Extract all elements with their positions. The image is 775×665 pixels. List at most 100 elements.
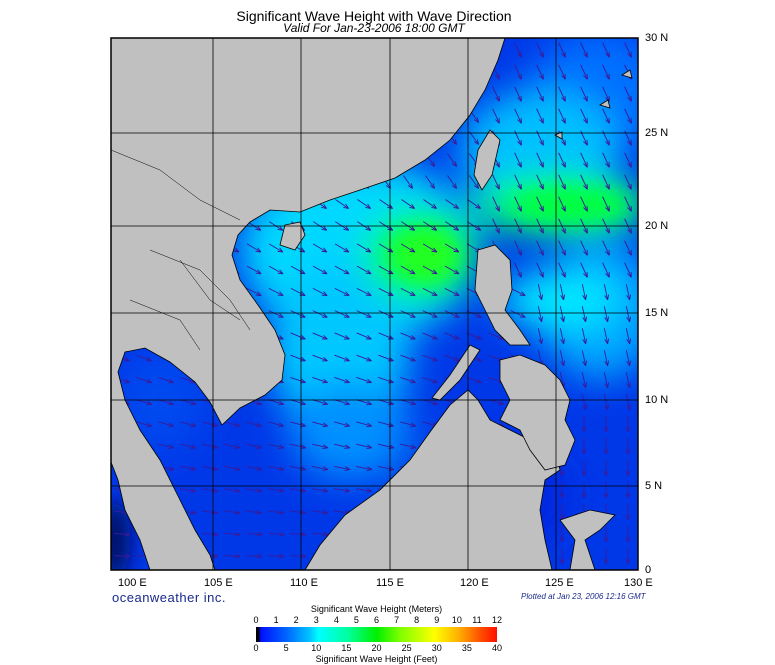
wave-direction-arrow — [246, 288, 262, 297]
wave-direction-arrow — [581, 482, 587, 499]
wave-direction-arrow — [158, 443, 175, 450]
colorbar — [256, 627, 497, 642]
wave-direction-arrow — [558, 262, 566, 278]
wave-direction-arrow — [312, 354, 328, 362]
wave-direction-arrow — [356, 265, 372, 275]
wave-direction-arrow — [536, 152, 544, 168]
wave-direction-arrow — [624, 262, 632, 278]
wave-direction-arrow — [422, 265, 438, 275]
lon-label: 130 E — [624, 577, 653, 589]
wave-direction-arrow — [466, 332, 482, 340]
wave-direction-arrow — [581, 372, 588, 389]
wave-direction-arrow — [559, 306, 566, 323]
colorbar-tick: 5 — [283, 643, 289, 653]
wave-direction-arrow — [625, 394, 632, 411]
wave-direction-arrow — [268, 466, 285, 471]
lat-lon-grid — [111, 38, 638, 570]
wave-direction-arrow — [245, 553, 263, 559]
wave-direction-arrow — [246, 443, 263, 450]
wave-direction-arrow — [422, 332, 438, 340]
wave-direction-arrow — [334, 466, 351, 471]
wave-direction-arrow — [400, 376, 416, 384]
wave-direction-arrow — [356, 310, 372, 318]
wave-direction-arrow — [334, 399, 350, 406]
wave-direction-arrow — [335, 199, 349, 209]
wave-direction-arrow — [559, 284, 566, 301]
wave-direction-arrow — [625, 416, 631, 433]
wave-direction-arrow — [224, 443, 241, 450]
wave-direction-arrow — [334, 354, 350, 362]
wave-direction-arrow — [580, 262, 588, 278]
wave-direction-arrow — [602, 86, 610, 102]
colorbar-tick: 20 — [371, 643, 382, 653]
wave-direction-arrow — [356, 288, 372, 297]
wave-direction-arrow — [268, 288, 284, 297]
wave-direction-arrow — [136, 399, 152, 406]
colorbar-tick: 0 — [253, 643, 259, 653]
colorbar-tick: 5 — [353, 615, 359, 625]
map-title: Significant Wave Height with Wave Direct… — [236, 8, 512, 24]
wave-direction-arrow — [444, 265, 460, 275]
wave-direction-arrow — [537, 284, 544, 301]
wave-direction-arrow — [625, 350, 632, 367]
wave-direction-arrow — [603, 548, 609, 565]
wave-direction-arrow — [400, 421, 417, 428]
wave-direction-arrow — [268, 265, 284, 275]
wave-direction-arrow — [334, 265, 350, 275]
wave-direction-arrow — [624, 174, 632, 190]
wave-direction-arrow — [558, 42, 566, 58]
wave-direction-arrow — [246, 488, 263, 493]
wave-direction-arrow — [246, 265, 262, 275]
wave-direction-arrow — [246, 243, 262, 253]
wave-direction-arrow — [400, 332, 416, 340]
map-subtitle: Valid For Jan-23-2006 18:00 GMT — [283, 21, 465, 35]
wave-direction-arrow — [580, 174, 588, 190]
colorbar-tick: 9 — [434, 615, 440, 625]
land-luzon — [474, 244, 531, 346]
land-taiwan — [473, 129, 501, 191]
wave-direction-arrow — [580, 42, 588, 58]
lat-label: 30 N — [645, 32, 669, 44]
wave-direction-arrow — [558, 240, 566, 256]
wave-direction-arrow — [268, 243, 284, 253]
wave-direction-arrow — [536, 196, 544, 212]
wave-direction-arrow — [510, 310, 526, 318]
wave-direction-arrow — [224, 466, 241, 471]
wave-direction-arrow — [356, 354, 372, 362]
wave-direction-arrow — [602, 262, 610, 278]
wave-direction-arrow — [312, 288, 328, 297]
wave-direction-arrow — [422, 376, 438, 384]
wave-direction-arrow — [624, 108, 632, 124]
wave-direction-arrow — [113, 531, 131, 537]
wave-direction-arrow — [467, 199, 481, 209]
wave-direction-arrow — [334, 376, 350, 384]
wave-direction-arrow — [536, 174, 544, 190]
wave-direction-arrow — [334, 332, 350, 340]
wave-direction-arrow — [444, 354, 460, 362]
wave-direction-arrow — [267, 553, 285, 559]
wave-direction-arrow — [400, 265, 416, 275]
wave-direction-arrow — [514, 174, 522, 190]
wave-direction-arrow — [603, 284, 610, 301]
wave-direction-arrow — [312, 443, 329, 450]
wave-direction-arrow — [559, 350, 566, 367]
wave-direction-arrow — [400, 310, 416, 318]
wave-direction-arrow — [580, 196, 588, 212]
wave-direction-arrow — [356, 399, 372, 406]
wave-direction-arrow — [312, 265, 328, 275]
wave-direction-arrow — [289, 531, 307, 537]
wave-direction-arrow — [290, 488, 307, 493]
wave-direction-arrow — [580, 152, 588, 168]
wave-direction-arrow — [334, 443, 351, 450]
colorbar-tick: 8 — [414, 615, 420, 625]
wave-direction-arrow — [445, 199, 459, 209]
wave-direction-arrow — [356, 332, 372, 340]
wave-direction-arrow — [158, 376, 174, 384]
wave-direction-arrow — [422, 288, 438, 297]
colorbar-tick: 30 — [431, 643, 442, 653]
lon-label: 115 E — [376, 577, 404, 589]
wave-direction-arrow — [558, 196, 566, 212]
wave-direction-arrow — [312, 509, 329, 515]
wave-direction-arrow — [602, 240, 610, 256]
